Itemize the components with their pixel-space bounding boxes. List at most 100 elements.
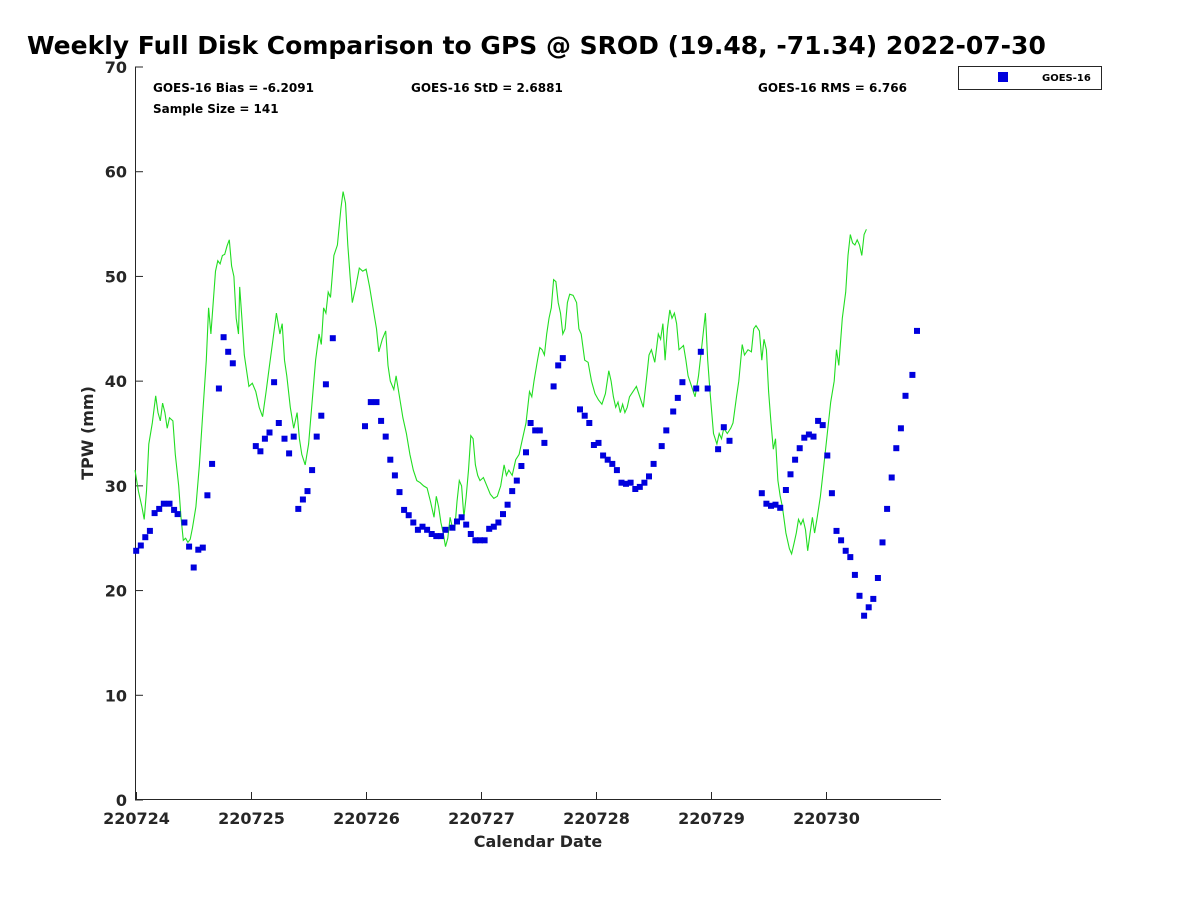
- x-tick-label: 220727: [448, 809, 515, 828]
- data-point-goes-16: [401, 506, 408, 513]
- data-point-goes-16: [897, 425, 904, 432]
- data-point-goes-16: [181, 519, 188, 526]
- data-point-goes-16: [888, 474, 895, 481]
- data-point-goes-16: [541, 439, 548, 446]
- data-point-goes-16: [271, 379, 278, 386]
- data-point-goes-16: [787, 471, 794, 478]
- x-tick-label: 220730: [793, 809, 860, 828]
- data-point-goes-16: [171, 506, 178, 513]
- data-point-goes-16: [290, 433, 297, 440]
- data-point-goes-16: [902, 392, 909, 399]
- data-point-goes-16: [286, 450, 293, 457]
- data-point-goes-16: [627, 479, 634, 486]
- data-point-goes-16: [437, 533, 444, 540]
- data-point-goes-16: [367, 399, 374, 406]
- data-point-goes-16: [693, 385, 700, 392]
- data-point-goes-16: [632, 486, 639, 492]
- data-point-goes-16: [275, 420, 282, 426]
- data-point-goes-16: [870, 595, 877, 602]
- data-point-goes-16: [204, 492, 211, 499]
- data-point-goes-16: [884, 505, 891, 512]
- data-point-goes-16: [190, 564, 197, 571]
- data-point-goes-16: [396, 489, 403, 496]
- data-point-goes-16: [658, 443, 665, 450]
- data-point-goes-16: [449, 524, 456, 531]
- data-point-goes-16: [261, 435, 268, 442]
- y-tick-label: 20: [105, 582, 127, 601]
- y-tick-label: 40: [105, 372, 127, 391]
- data-point-goes-16: [410, 519, 417, 526]
- data-point-goes-16: [833, 527, 840, 534]
- data-point-goes-16: [650, 460, 657, 467]
- y-ticks: 0 10 20 30 40 50 60 70: [105, 58, 143, 810]
- data-point-goes-16: [847, 554, 854, 561]
- data-point-goes-16: [768, 502, 774, 509]
- data-point-goes-16: [414, 526, 421, 533]
- data-point-goes-16: [405, 512, 412, 519]
- data-point-goes-16: [782, 487, 789, 493]
- data-point-goes-16: [318, 412, 325, 419]
- data-point-goes-16: [856, 592, 863, 599]
- data-point-goes-16: [146, 527, 153, 534]
- data-point-goes-16: [504, 501, 511, 508]
- data-point-goes-16: [828, 490, 835, 497]
- data-point-goes-16: [815, 417, 822, 424]
- data-point-goes-16: [726, 437, 733, 444]
- data-point-goes-16: [646, 473, 652, 480]
- chart-title: Weekly Full Disk Comparison to GPS @ SRO…: [27, 31, 1046, 60]
- data-point-goes-16: [523, 449, 529, 456]
- y-tick-label: 60: [105, 163, 127, 182]
- data-point-goes-16: [550, 383, 557, 390]
- data-point-goes-16: [463, 521, 470, 528]
- data-point-goes-16: [577, 406, 583, 413]
- data-point-goes-16: [309, 467, 316, 474]
- data-point-goes-16: [758, 490, 765, 497]
- data-point-goes-16: [697, 348, 704, 355]
- data-point-goes-16: [513, 477, 520, 484]
- data-point-goes-16: [428, 531, 435, 537]
- data-point-goes-16: [509, 488, 516, 495]
- y-axis-label: TPW (mm): [78, 386, 97, 480]
- data-point-goes-16: [851, 571, 858, 578]
- data-point-goes-16: [763, 500, 770, 507]
- data-point-goes-16: [609, 460, 616, 467]
- data-point-goes-16: [595, 439, 602, 446]
- data-point-goes-16: [555, 362, 562, 369]
- data-point-goes-16: [670, 408, 677, 415]
- data-point-goes-16: [442, 526, 449, 533]
- data-point-goes-16: [527, 420, 534, 426]
- plot-area: [133, 191, 920, 619]
- data-point-goes-16: [220, 334, 227, 341]
- data-point-goes-16: [810, 433, 817, 440]
- data-point-goes-16: [618, 479, 625, 486]
- data-point-goes-16: [391, 472, 398, 479]
- data-point-goes-16: [329, 335, 336, 342]
- data-point-goes-16: [266, 429, 273, 436]
- data-point-goes-16: [715, 446, 722, 453]
- data-point-goes-16: [490, 523, 497, 530]
- data-point-goes-16: [378, 417, 385, 424]
- data-point-goes-16: [373, 399, 380, 406]
- data-point-goes-16: [796, 445, 803, 452]
- data-point-goes-16: [209, 460, 216, 467]
- data-point-goes-16: [581, 412, 588, 419]
- data-point-goes-16: [663, 427, 670, 434]
- data-point-goes-16: [604, 456, 611, 463]
- y-tick-label: 10: [105, 686, 127, 705]
- data-point-goes-16: [387, 456, 394, 463]
- data-point-goes-16: [801, 434, 808, 441]
- data-point-goes-16: [772, 501, 779, 508]
- data-point-goes-16: [295, 505, 302, 512]
- data-point-goes-16: [166, 500, 173, 507]
- data-point-goes-16: [467, 531, 474, 537]
- data-point-goes-16: [199, 544, 206, 551]
- data-point-goes-16: [879, 539, 886, 546]
- data-point-goes-16: [454, 518, 460, 525]
- data-point-goes-16: [824, 452, 831, 459]
- data-point-goes-16: [304, 488, 311, 495]
- data-point-goes-16: [518, 463, 525, 469]
- data-point-goes-16: [641, 479, 648, 486]
- data-point-goes-16: [679, 379, 686, 386]
- data-point-goes-16: [536, 427, 543, 434]
